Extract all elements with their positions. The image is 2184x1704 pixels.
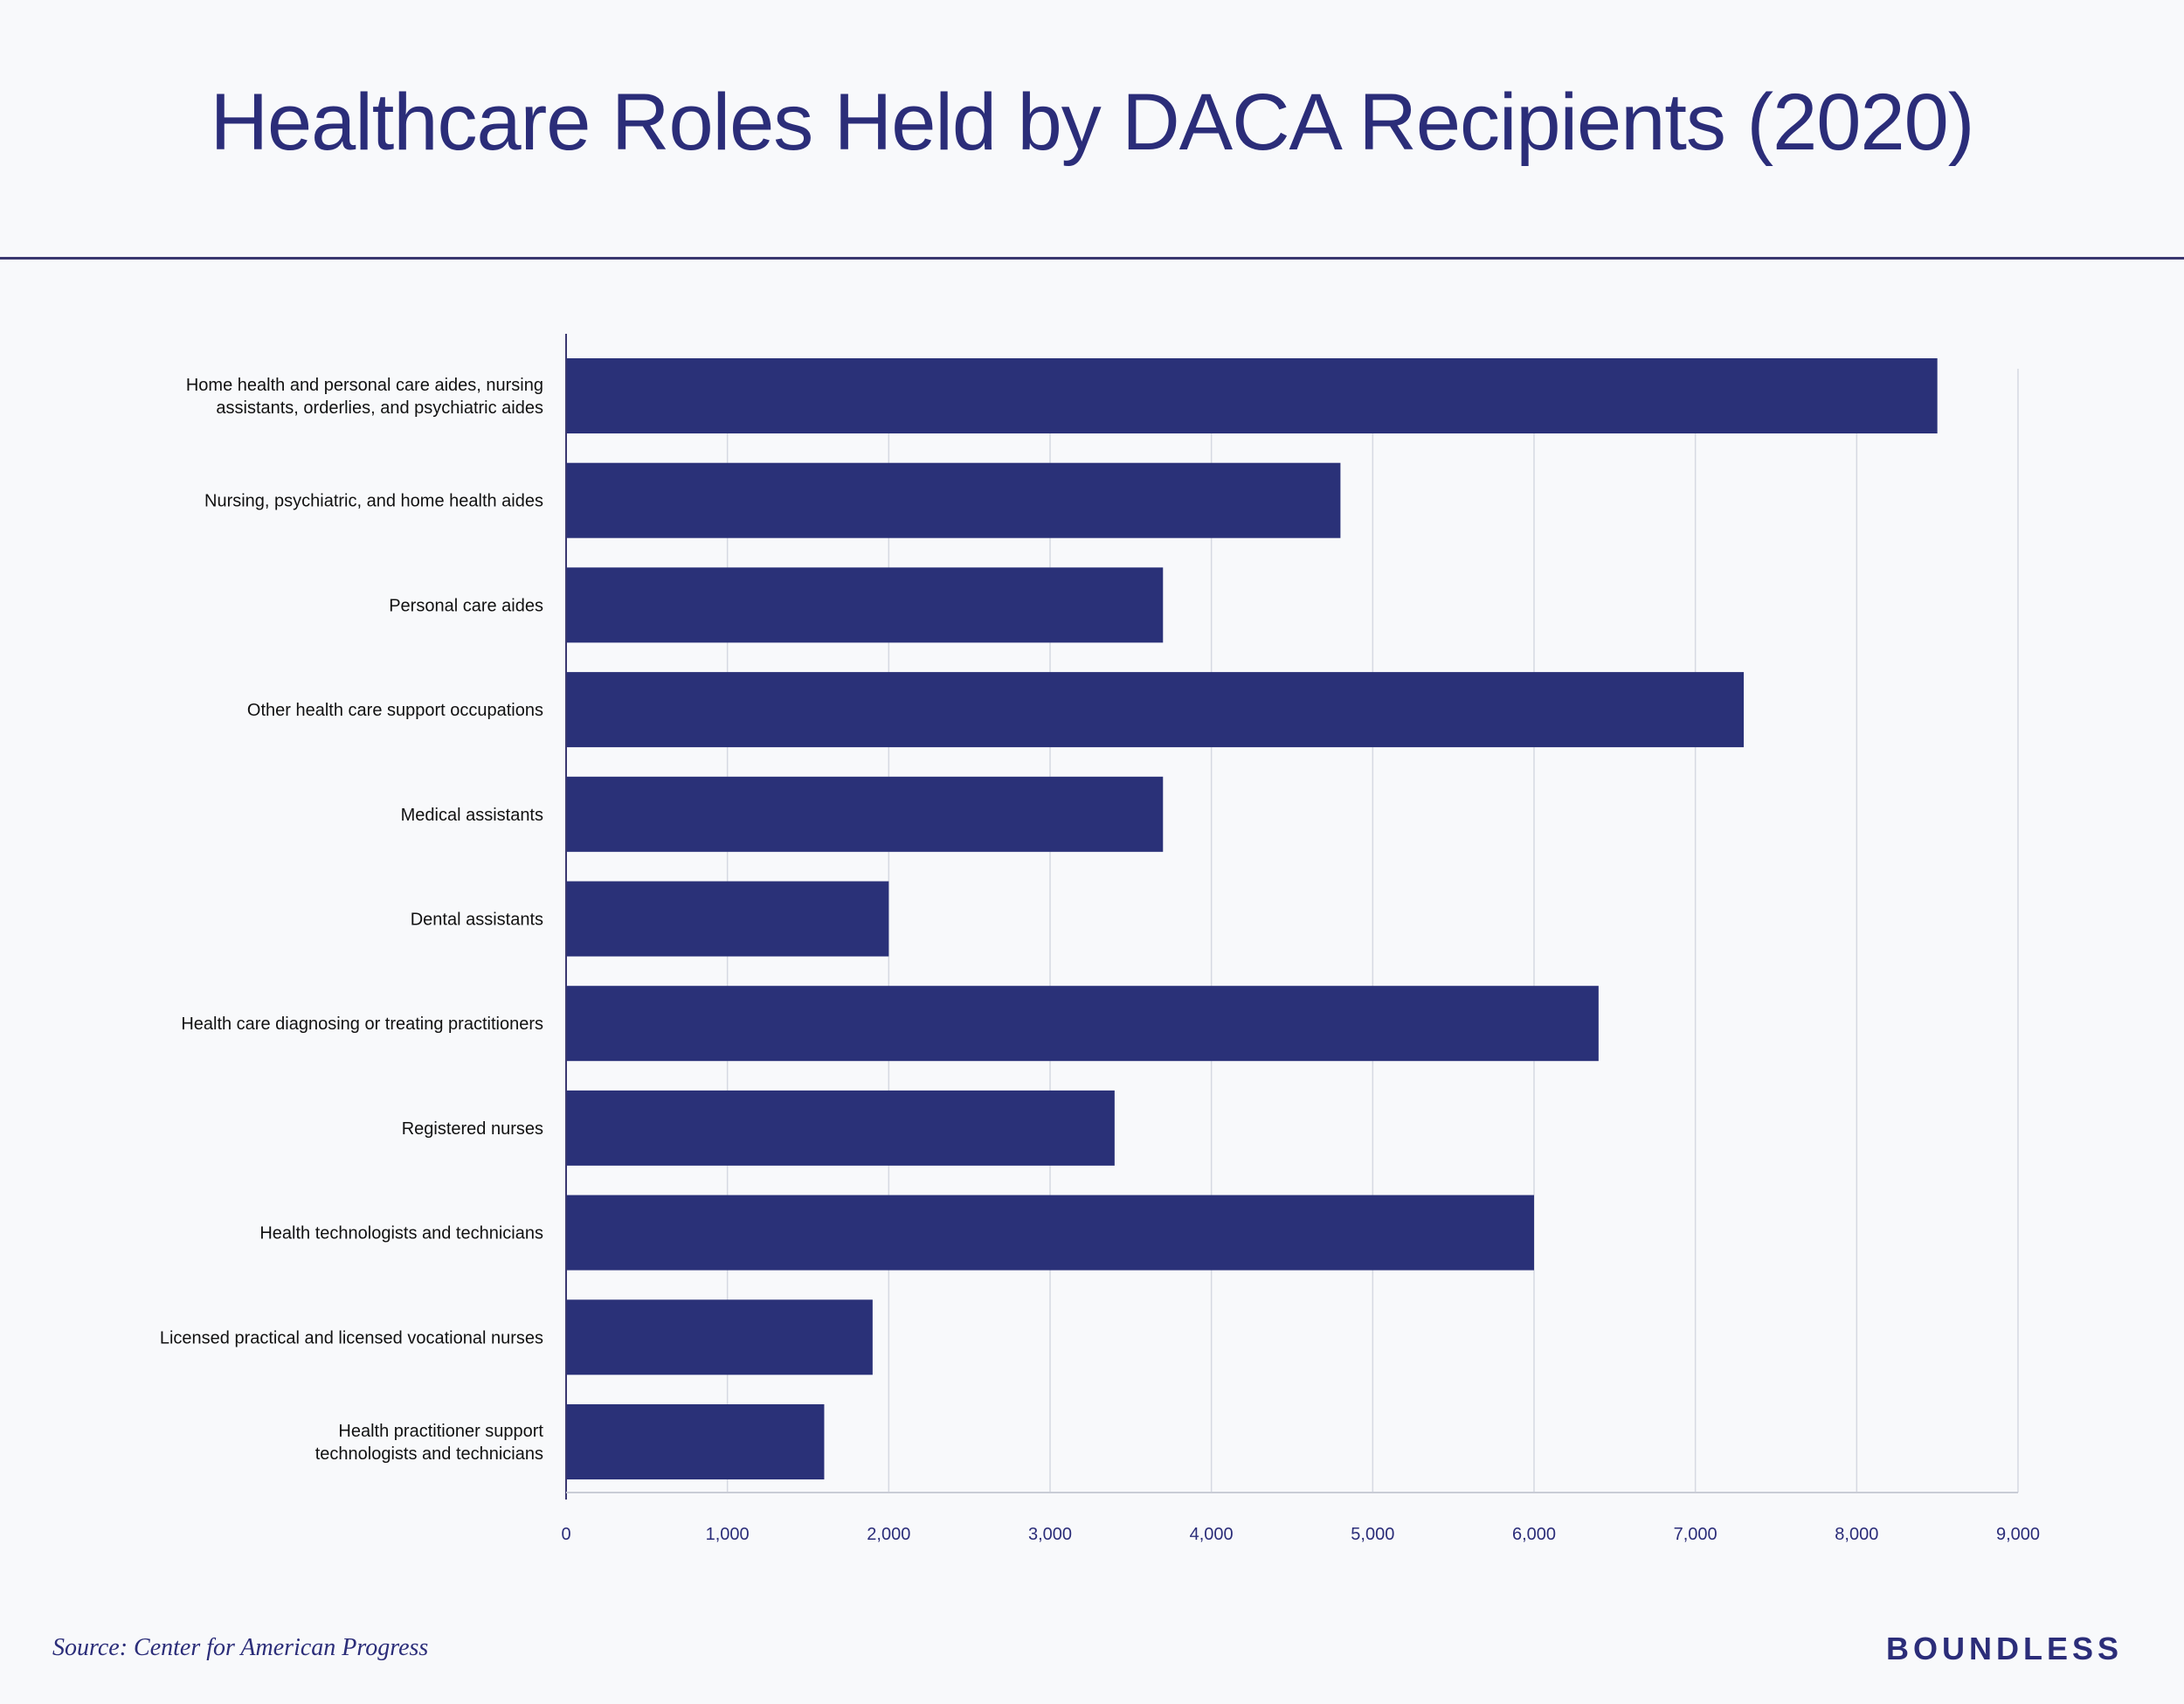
category-label: Other health care support occupations [247, 701, 543, 720]
bar-chart: Home health and personal care aides, nur… [160, 334, 2040, 1544]
category-label: Health technologists and technicians [259, 1224, 543, 1243]
category-label: Health practitioner support technologists… [315, 1422, 544, 1464]
x-tick-label: 0 [561, 1525, 570, 1544]
brand-logo: BOUNDLESS [1885, 1631, 2123, 1666]
chart-title: Healthcare Roles Held by DACA Recipients… [210, 78, 1975, 167]
x-tick-label: 2,000 [867, 1525, 910, 1544]
category-label: Dental assistants [411, 911, 543, 930]
bar [566, 881, 889, 957]
bars [566, 358, 1938, 1479]
x-tick-label: 3,000 [1028, 1525, 1072, 1544]
x-tick-label: 4,000 [1190, 1525, 1234, 1544]
x-tick-label: 6,000 [1512, 1525, 1556, 1544]
category-label: Registered nurses [402, 1119, 543, 1139]
bar [566, 776, 1164, 852]
category-labels: Home health and personal care aides, nur… [160, 376, 544, 1464]
title-divider [0, 257, 2184, 260]
category-label: Medical assistants [401, 806, 543, 825]
bar [566, 1404, 825, 1479]
bar [566, 1299, 873, 1375]
bar [566, 672, 1745, 748]
bar [566, 358, 1938, 433]
bar [566, 462, 1341, 538]
category-label: Licensed practical and licensed vocation… [160, 1328, 543, 1347]
x-tick-label: 5,000 [1351, 1525, 1394, 1544]
bar [566, 1090, 1115, 1166]
category-label: Home health and personal care aides, nur… [186, 376, 543, 418]
gridlines [726, 369, 2019, 1493]
x-tick-label: 8,000 [1835, 1525, 1878, 1544]
bar [566, 567, 1164, 643]
bar [566, 986, 1599, 1062]
x-axis-ticks: 0 1,000 2,000 3,000 4,000 5,000 6,000 7,000 8,00… [561, 1525, 2040, 1544]
category-label: Health care diagnosing or treating pract… [181, 1015, 543, 1034]
category-label: Nursing, psychiatric, and home health ai… [204, 492, 543, 511]
x-tick-label: 7,000 [1674, 1525, 1717, 1544]
bar [566, 1195, 1534, 1271]
source-note: Source: Center for American Progress [52, 1634, 429, 1661]
category-label: Personal care aides [389, 596, 543, 615]
x-tick-label: 1,000 [706, 1525, 750, 1544]
x-tick-label: 9,000 [1996, 1525, 2040, 1544]
